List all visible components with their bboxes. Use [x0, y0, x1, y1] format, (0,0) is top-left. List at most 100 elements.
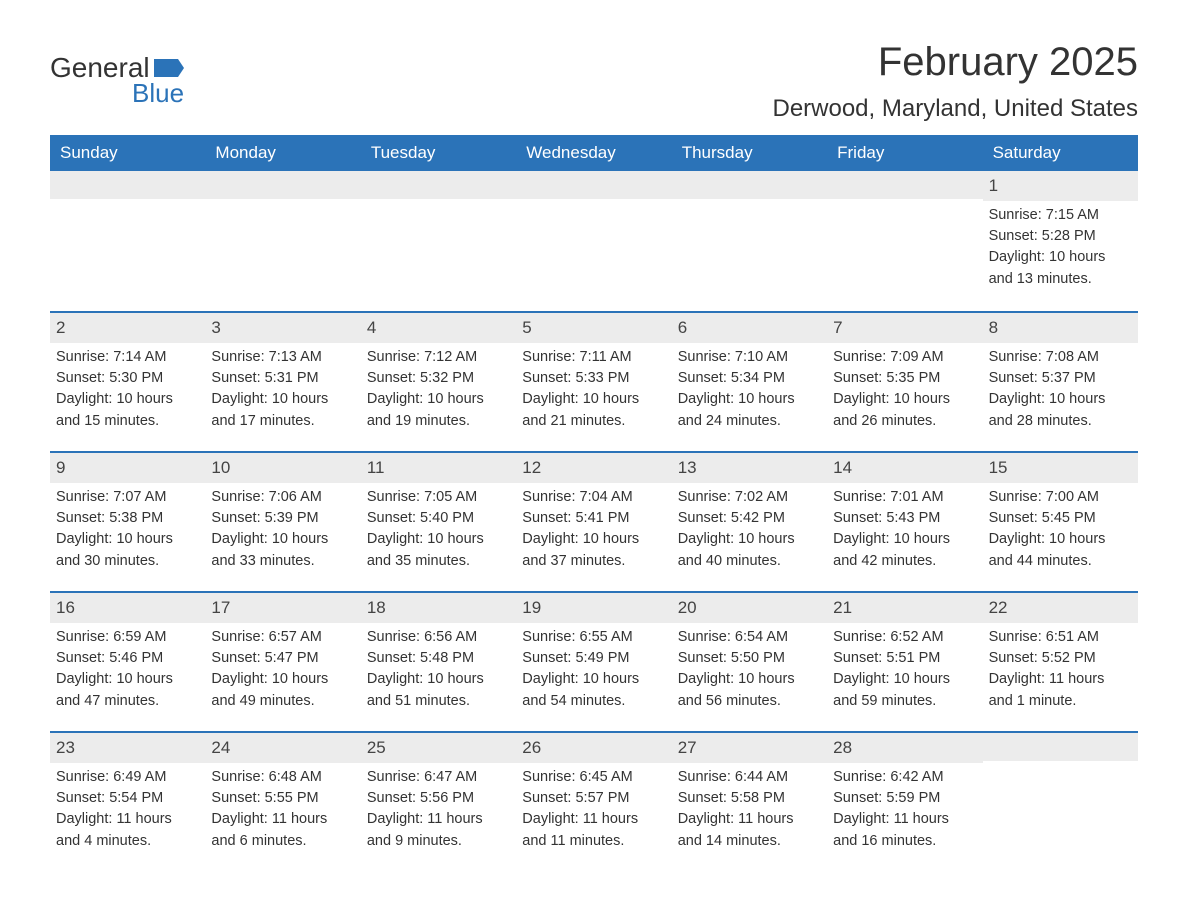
day-details: Sunrise: 7:06 AMSunset: 5:39 PMDaylight:…: [205, 483, 360, 586]
daylight-text-1: Daylight: 10 hours: [211, 669, 354, 689]
daylight-text-1: Daylight: 11 hours: [522, 809, 665, 829]
daylight-text-1: Daylight: 11 hours: [989, 669, 1132, 689]
sunrise-text: Sunrise: 6:48 AM: [211, 767, 354, 787]
day-details: Sunrise: 7:15 AMSunset: 5:28 PMDaylight:…: [983, 201, 1138, 304]
day-cell: 8Sunrise: 7:08 AMSunset: 5:37 PMDaylight…: [983, 313, 1138, 451]
weekday-tuesday: Tuesday: [361, 135, 516, 171]
day-details: Sunrise: 6:57 AMSunset: 5:47 PMDaylight:…: [205, 623, 360, 726]
daylight-text-2: and 37 minutes.: [522, 551, 665, 571]
daylight-text-1: Daylight: 10 hours: [989, 389, 1132, 409]
daylight-text-2: and 47 minutes.: [56, 691, 199, 711]
day-number: 27: [672, 733, 827, 763]
daylight-text-1: Daylight: 10 hours: [211, 529, 354, 549]
daylight-text-2: and 13 minutes.: [989, 269, 1132, 289]
day-number: 26: [516, 733, 671, 763]
day-details: Sunrise: 6:45 AMSunset: 5:57 PMDaylight:…: [516, 763, 671, 866]
sunrise-text: Sunrise: 6:57 AM: [211, 627, 354, 647]
sunrise-text: Sunrise: 6:55 AM: [522, 627, 665, 647]
sunrise-text: Sunrise: 7:11 AM: [522, 347, 665, 367]
daylight-text-2: and 19 minutes.: [367, 411, 510, 431]
day-cell: 5Sunrise: 7:11 AMSunset: 5:33 PMDaylight…: [516, 313, 671, 451]
daylight-text-1: Daylight: 10 hours: [833, 389, 976, 409]
day-cell: [672, 171, 827, 311]
daylight-text-1: Daylight: 10 hours: [56, 669, 199, 689]
day-details: Sunrise: 6:54 AMSunset: 5:50 PMDaylight:…: [672, 623, 827, 726]
logo: General Blue: [50, 40, 184, 109]
day-cell: [827, 171, 982, 311]
day-number: 25: [361, 733, 516, 763]
day-details: Sunrise: 6:56 AMSunset: 5:48 PMDaylight:…: [361, 623, 516, 726]
month-title: February 2025: [772, 40, 1138, 85]
location-title: Derwood, Maryland, United States: [772, 95, 1138, 123]
day-cell: 10Sunrise: 7:06 AMSunset: 5:39 PMDayligh…: [205, 453, 360, 591]
day-number: 22: [983, 593, 1138, 623]
sunset-text: Sunset: 5:49 PM: [522, 648, 665, 668]
day-cell: 4Sunrise: 7:12 AMSunset: 5:32 PMDaylight…: [361, 313, 516, 451]
day-number: 10: [205, 453, 360, 483]
day-details: Sunrise: 6:59 AMSunset: 5:46 PMDaylight:…: [50, 623, 205, 726]
day-cell: 9Sunrise: 7:07 AMSunset: 5:38 PMDaylight…: [50, 453, 205, 591]
day-cell: 28Sunrise: 6:42 AMSunset: 5:59 PMDayligh…: [827, 733, 982, 871]
sunset-text: Sunset: 5:28 PM: [989, 226, 1132, 246]
daylight-text-1: Daylight: 10 hours: [833, 529, 976, 549]
day-details: Sunrise: 7:02 AMSunset: 5:42 PMDaylight:…: [672, 483, 827, 586]
day-details: Sunrise: 7:08 AMSunset: 5:37 PMDaylight:…: [983, 343, 1138, 446]
empty-day-bar: [672, 171, 827, 199]
daylight-text-2: and 33 minutes.: [211, 551, 354, 571]
daylight-text-2: and 9 minutes.: [367, 831, 510, 851]
daylight-text-2: and 51 minutes.: [367, 691, 510, 711]
weekday-thursday: Thursday: [672, 135, 827, 171]
weekday-saturday: Saturday: [983, 135, 1138, 171]
day-cell: [361, 171, 516, 311]
sunset-text: Sunset: 5:35 PM: [833, 368, 976, 388]
weekday-wednesday: Wednesday: [516, 135, 671, 171]
day-number: 20: [672, 593, 827, 623]
day-number: 11: [361, 453, 516, 483]
daylight-text-1: Daylight: 10 hours: [56, 389, 199, 409]
sunset-text: Sunset: 5:30 PM: [56, 368, 199, 388]
day-cell: 17Sunrise: 6:57 AMSunset: 5:47 PMDayligh…: [205, 593, 360, 731]
sunrise-text: Sunrise: 6:51 AM: [989, 627, 1132, 647]
daylight-text-2: and 21 minutes.: [522, 411, 665, 431]
day-number: 13: [672, 453, 827, 483]
sunrise-text: Sunrise: 7:09 AM: [833, 347, 976, 367]
daylight-text-1: Daylight: 10 hours: [56, 529, 199, 549]
daylight-text-1: Daylight: 10 hours: [678, 389, 821, 409]
day-details: Sunrise: 6:51 AMSunset: 5:52 PMDaylight:…: [983, 623, 1138, 726]
sunset-text: Sunset: 5:47 PM: [211, 648, 354, 668]
day-number: 21: [827, 593, 982, 623]
daylight-text-2: and 26 minutes.: [833, 411, 976, 431]
daylight-text-1: Daylight: 11 hours: [678, 809, 821, 829]
sunrise-text: Sunrise: 7:15 AM: [989, 205, 1132, 225]
daylight-text-1: Daylight: 10 hours: [522, 529, 665, 549]
day-cell: 20Sunrise: 6:54 AMSunset: 5:50 PMDayligh…: [672, 593, 827, 731]
empty-day-bar: [361, 171, 516, 199]
title-block: February 2025 Derwood, Maryland, United …: [772, 40, 1138, 123]
daylight-text-2: and 56 minutes.: [678, 691, 821, 711]
week-row: 1Sunrise: 7:15 AMSunset: 5:28 PMDaylight…: [50, 171, 1138, 311]
day-cell: 12Sunrise: 7:04 AMSunset: 5:41 PMDayligh…: [516, 453, 671, 591]
daylight-text-2: and 16 minutes.: [833, 831, 976, 851]
day-number: 4: [361, 313, 516, 343]
logo-text-blue: Blue: [132, 78, 184, 109]
daylight-text-2: and 11 minutes.: [522, 831, 665, 851]
daylight-text-1: Daylight: 11 hours: [367, 809, 510, 829]
sunset-text: Sunset: 5:31 PM: [211, 368, 354, 388]
day-number: 16: [50, 593, 205, 623]
sunset-text: Sunset: 5:39 PM: [211, 508, 354, 528]
day-cell: 6Sunrise: 7:10 AMSunset: 5:34 PMDaylight…: [672, 313, 827, 451]
sunrise-text: Sunrise: 7:07 AM: [56, 487, 199, 507]
empty-day-bar: [827, 171, 982, 199]
day-number: 24: [205, 733, 360, 763]
day-number: 5: [516, 313, 671, 343]
daylight-text-1: Daylight: 10 hours: [678, 669, 821, 689]
daylight-text-1: Daylight: 10 hours: [367, 529, 510, 549]
day-number: 2: [50, 313, 205, 343]
day-details: Sunrise: 7:11 AMSunset: 5:33 PMDaylight:…: [516, 343, 671, 446]
day-number: 12: [516, 453, 671, 483]
sunrise-text: Sunrise: 6:54 AM: [678, 627, 821, 647]
daylight-text-2: and 40 minutes.: [678, 551, 821, 571]
weekday-monday: Monday: [205, 135, 360, 171]
sunset-text: Sunset: 5:46 PM: [56, 648, 199, 668]
day-cell: 1Sunrise: 7:15 AMSunset: 5:28 PMDaylight…: [983, 171, 1138, 311]
